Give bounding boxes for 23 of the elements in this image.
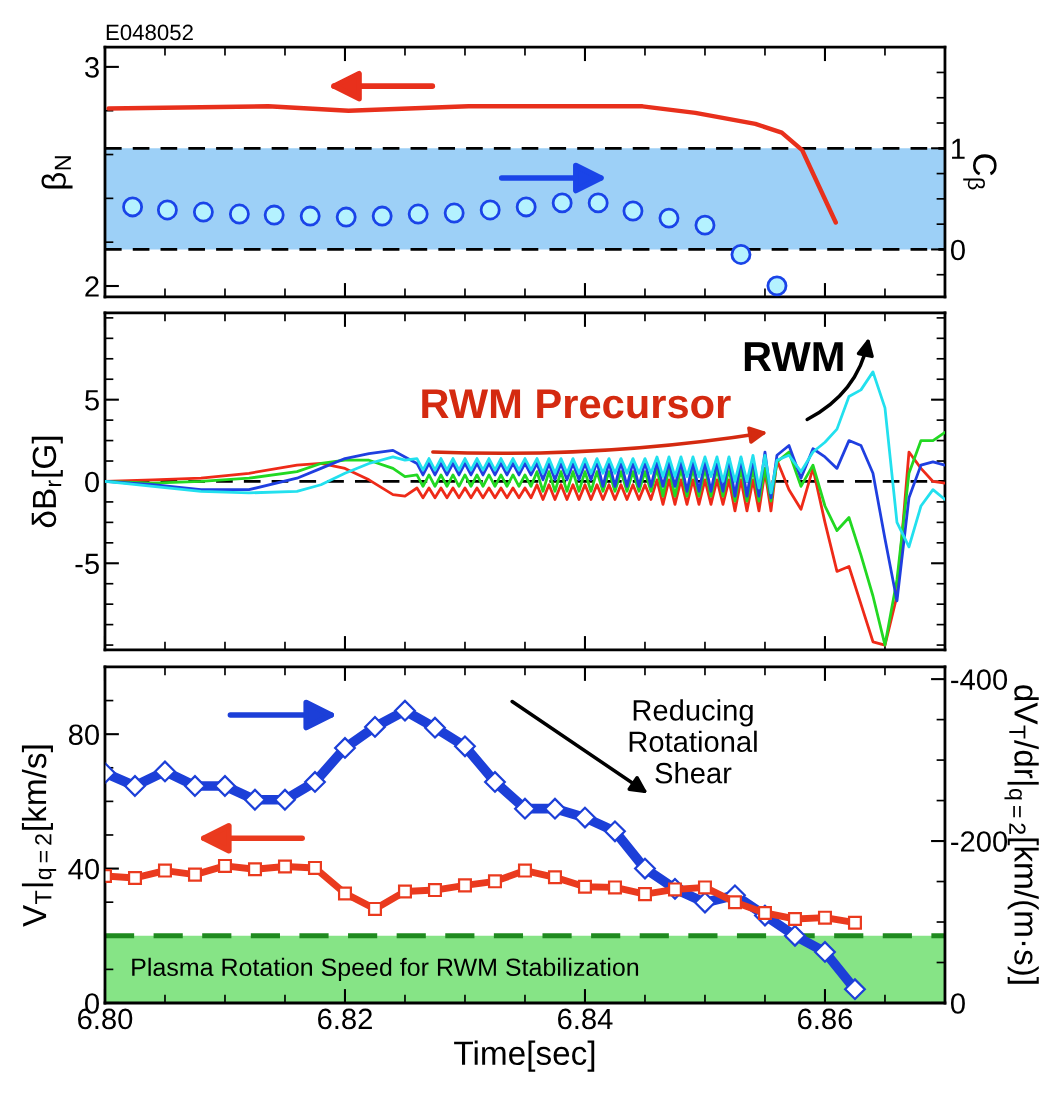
y-tick-label: 2 [85, 276, 99, 297]
y2-tick-label: 1 [952, 138, 965, 159]
x-tick-label: 6.84 [558, 1008, 613, 1030]
y-tick-label: -5 [75, 553, 99, 575]
x-axis-title: Time[sec] [454, 1040, 595, 1072]
band-label: Plasma Rotation Speed for RWM Stabilization [132, 957, 639, 982]
y-tick-label: 3 [85, 57, 99, 78]
y-axis-title: β$_{N}$ [41, 156, 73, 189]
y-tick-label: 40 [68, 858, 99, 880]
x-tick-label: 6.86 [798, 1008, 853, 1030]
y2-tick-label: -400 [951, 669, 1008, 690]
y2-tick-label: 0 [950, 239, 965, 261]
y-axis-title: δB$_{r}$[G] [31, 436, 63, 528]
y-axis-title: V$_{T}$|$_{q=2}$[km/s] [21, 745, 57, 927]
text: E048052 [106, 24, 193, 41]
annotation: Reducing Rotational Shear [629, 699, 757, 784]
annotation: RWM Precursor [422, 389, 731, 419]
x-tick-label: 6.82 [318, 1008, 372, 1030]
y-tick-label: 0 [85, 471, 99, 493]
annotation: RWM [744, 342, 843, 371]
y2-tick-label: 0 [950, 993, 965, 1014]
y-tick-label: 80 [68, 724, 99, 746]
y-tick-label: 5 [85, 390, 99, 411]
